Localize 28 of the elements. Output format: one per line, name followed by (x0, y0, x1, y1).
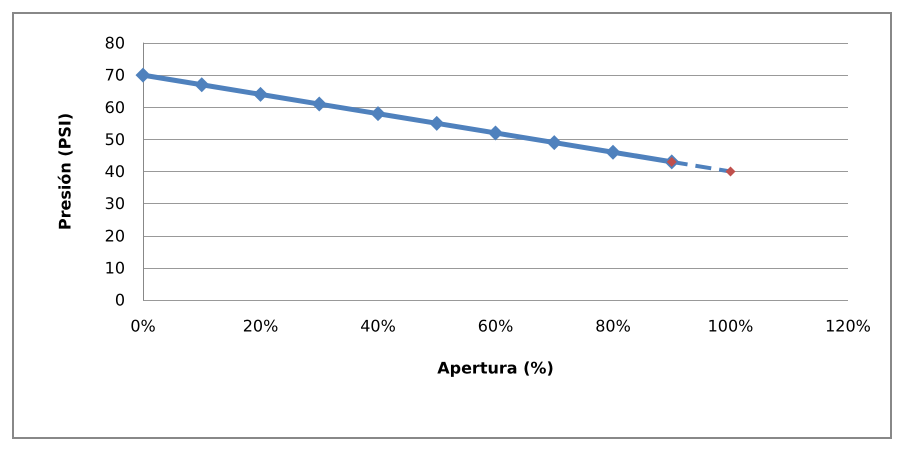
x-tick-label: 60% (478, 316, 514, 336)
y-tick-label: 80 (104, 34, 125, 52)
y-tick-label: 60 (104, 98, 125, 117)
y-tick-label: 50 (104, 130, 125, 149)
point (194, 77, 210, 92)
point (253, 86, 268, 102)
y-tick-label: 0 (114, 290, 125, 310)
x-tick-label: 40% (360, 316, 396, 336)
x-tick-label: 0% (130, 316, 156, 336)
x-axis-title: Apertura (%) (437, 358, 554, 378)
point (312, 96, 327, 112)
point (606, 144, 620, 160)
point (546, 135, 562, 150)
y-axis-title: Presión (PSI) (56, 112, 74, 230)
point (370, 106, 386, 122)
y-tick-label: 40 (104, 162, 125, 181)
x-tick-label: 80% (595, 316, 631, 336)
x-tick-label: 120% (825, 316, 871, 336)
point (429, 116, 444, 131)
y-tick-label: 20 (104, 226, 125, 246)
y-tick-label: 10 (104, 258, 125, 278)
x-tick-label: 100% (708, 316, 754, 336)
point (726, 166, 736, 176)
point (488, 125, 503, 140)
y-tick-label: 70 (104, 66, 125, 85)
point (136, 68, 150, 83)
y-tick-label: 30 (104, 194, 125, 214)
x-tick-label: 20% (242, 316, 278, 336)
